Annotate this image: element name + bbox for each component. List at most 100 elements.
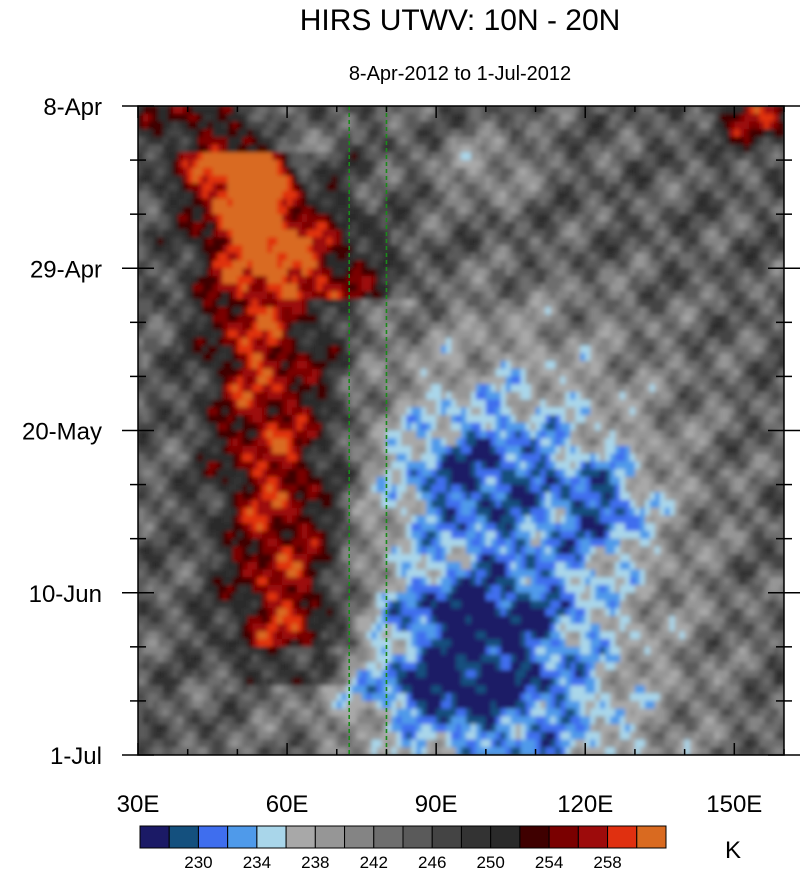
contour-cell <box>475 144 482 153</box>
contour-cell <box>719 183 725 192</box>
contour-cell <box>212 391 219 401</box>
contour-cell <box>520 299 527 308</box>
contour-cell <box>754 291 760 300</box>
contour-cell <box>207 353 214 362</box>
contour-cell <box>719 368 725 378</box>
contour-cell <box>570 252 576 262</box>
contour-cell <box>416 252 422 262</box>
contour-cell <box>406 391 412 401</box>
contour-cell <box>376 129 383 138</box>
contour-cell <box>292 152 298 161</box>
contour-cell <box>654 136 661 146</box>
contour-cell <box>590 121 596 130</box>
contour-cell <box>600 136 606 146</box>
contour-cell <box>669 252 676 262</box>
contour-cell <box>331 330 338 339</box>
contour-cell <box>764 113 770 123</box>
contour-cell <box>212 121 219 130</box>
contour-cell <box>525 360 532 370</box>
contour-cell <box>436 175 442 184</box>
contour-cell <box>689 376 696 385</box>
contour-cell <box>182 330 189 339</box>
contour-cell <box>311 291 318 300</box>
contour-cell <box>620 376 626 385</box>
contour-cell <box>157 391 164 401</box>
contour-cell <box>749 360 755 370</box>
contour-cell <box>316 275 323 285</box>
contour-cell <box>485 268 492 277</box>
contour-cell <box>535 113 542 123</box>
contour-cell <box>664 198 671 208</box>
contour-cell <box>371 360 378 370</box>
contour-cell <box>411 306 417 316</box>
contour-cell <box>470 345 477 354</box>
contour-cell <box>704 376 711 385</box>
contour-cell <box>316 345 323 354</box>
contour-cell <box>157 167 164 177</box>
contour-cell <box>287 275 293 285</box>
contour-cell <box>550 167 557 177</box>
contour-cell <box>267 152 273 161</box>
contour-cell <box>505 360 512 370</box>
contour-cell <box>570 314 576 323</box>
contour-cell <box>252 299 258 308</box>
contour-cell <box>674 314 681 323</box>
contour-cell <box>267 268 273 277</box>
contour-cell <box>252 198 258 208</box>
contour-cell <box>485 275 492 285</box>
contour-cell <box>182 221 189 231</box>
contour-cell <box>485 322 492 331</box>
contour-cell <box>396 167 402 177</box>
contour-cell <box>267 183 273 192</box>
contour-cell <box>237 183 243 192</box>
contour-cell <box>624 221 631 231</box>
contour-cell <box>734 129 740 138</box>
contour-cell <box>301 299 308 308</box>
contour-cell <box>505 229 512 238</box>
contour-cell <box>336 283 343 293</box>
contour-cell <box>615 136 621 146</box>
contour-cell <box>699 136 706 146</box>
contour-cell <box>744 121 750 130</box>
contour-cell <box>485 330 492 339</box>
contour-cell <box>610 314 616 323</box>
contour-cell <box>779 384 784 393</box>
contour-cell <box>341 229 348 238</box>
contour-cell <box>272 322 278 331</box>
contour-cell <box>242 252 248 262</box>
contour-cell <box>237 384 243 393</box>
contour-cell <box>510 237 517 246</box>
contour-cell <box>411 283 417 293</box>
contour-cell <box>664 260 671 269</box>
contour-cell <box>346 345 353 354</box>
contour-cell <box>620 198 626 208</box>
contour-cell <box>321 314 328 323</box>
contour-cell <box>162 121 169 130</box>
contour-cell <box>167 214 174 223</box>
contour-cell <box>585 183 591 192</box>
contour-cell <box>167 368 174 378</box>
contour-cell <box>277 245 283 254</box>
contour-cell <box>401 268 407 277</box>
contour-cell <box>615 306 621 316</box>
contour-cell <box>515 214 522 223</box>
contour-cell <box>644 221 651 231</box>
contour-cell <box>570 121 576 130</box>
contour-cell <box>719 345 725 354</box>
contour-cell <box>162 252 169 262</box>
contour-cell <box>336 136 343 146</box>
contour-cell <box>142 229 149 238</box>
contour-cell <box>585 167 591 177</box>
contour-cell <box>649 291 656 300</box>
contour-cell <box>267 384 273 393</box>
contour-cell <box>172 175 179 184</box>
contour-cell <box>192 152 199 161</box>
contour-cell <box>242 106 248 115</box>
contour-cell <box>316 322 323 331</box>
contour-cell <box>272 399 278 408</box>
contour-cell <box>689 260 696 269</box>
contour-cell <box>714 237 720 246</box>
contour-cell <box>277 229 283 238</box>
contour-cell <box>177 399 184 408</box>
contour-cell <box>252 167 258 177</box>
